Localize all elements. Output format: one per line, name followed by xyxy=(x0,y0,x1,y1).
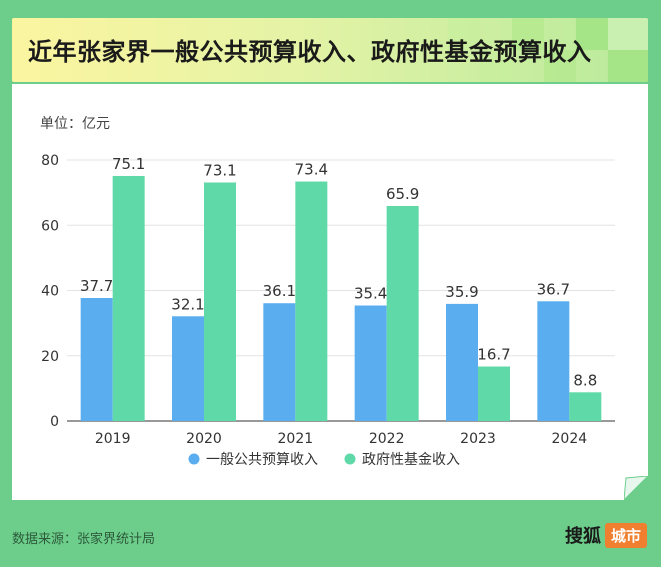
data-label: 16.7 xyxy=(477,346,510,364)
y-tick-label: 20 xyxy=(41,349,59,365)
data-label: 75.1 xyxy=(112,155,145,173)
brand-tag: 城市 xyxy=(604,522,647,548)
data-label: 8.8 xyxy=(573,371,597,389)
x-tick-label: 2022 xyxy=(369,431,405,447)
bar xyxy=(263,303,296,421)
bar xyxy=(537,301,570,421)
data-label: 35.4 xyxy=(354,285,387,303)
y-tick-label: 60 xyxy=(41,218,59,234)
bar xyxy=(204,182,236,421)
y-tick-label: 0 xyxy=(50,414,59,430)
data-label: 32.1 xyxy=(171,295,204,313)
data-label: 35.9 xyxy=(445,283,478,301)
bar xyxy=(172,316,204,421)
data-label: 37.7 xyxy=(80,277,113,295)
chart-card: 单位：亿元 0 20 40 60 80 37.7 75.1 2019 32.1 73.1 2020 36… xyxy=(12,84,648,500)
data-label: 36.7 xyxy=(537,280,570,298)
bar xyxy=(386,206,419,421)
title-banner: 近年张家界一般公共预算收入、政府性基金预算收入 xyxy=(12,18,648,82)
bar xyxy=(354,305,387,421)
bar xyxy=(112,175,145,421)
y-tick-label: 40 xyxy=(41,284,59,300)
decorative-tiles xyxy=(448,18,648,82)
data-label: 36.1 xyxy=(263,282,296,300)
brand-name: 搜狐 xyxy=(564,526,601,547)
bar xyxy=(569,392,602,421)
legend-marker xyxy=(188,453,200,465)
unit-label: 单位：亿元 xyxy=(40,116,110,132)
x-tick-label: 2023 xyxy=(460,431,496,447)
legend-label: 一般公共预算收入 xyxy=(206,452,318,468)
y-tick-label: 80 xyxy=(41,153,59,169)
bar-chart: 单位：亿元 0 20 40 60 80 37.7 75.1 2019 32.1 73.1 2020 36… xyxy=(40,116,615,468)
brand-logo: 搜狐 城市 xyxy=(565,522,647,548)
data-label: 65.9 xyxy=(386,185,419,203)
data-label: 73.1 xyxy=(203,162,236,180)
bar xyxy=(446,303,478,421)
chart-title: 近年张家界一般公共预算收入、政府性基金预算收入 xyxy=(28,38,592,66)
data-source: 数据来源：张家界统计局 xyxy=(12,532,156,547)
x-tick-label: 2021 xyxy=(278,431,314,447)
legend-label: 政府性基金收入 xyxy=(362,451,460,468)
bar xyxy=(478,366,510,421)
data-label: 73.4 xyxy=(295,161,328,179)
bar xyxy=(80,298,113,421)
x-tick-label: 2020 xyxy=(186,431,222,447)
legend-marker xyxy=(344,453,356,465)
x-tick-label: 2024 xyxy=(552,431,588,447)
page-fold-corner xyxy=(624,476,648,500)
x-tick-label: 2019 xyxy=(95,431,131,447)
bar xyxy=(295,181,328,421)
